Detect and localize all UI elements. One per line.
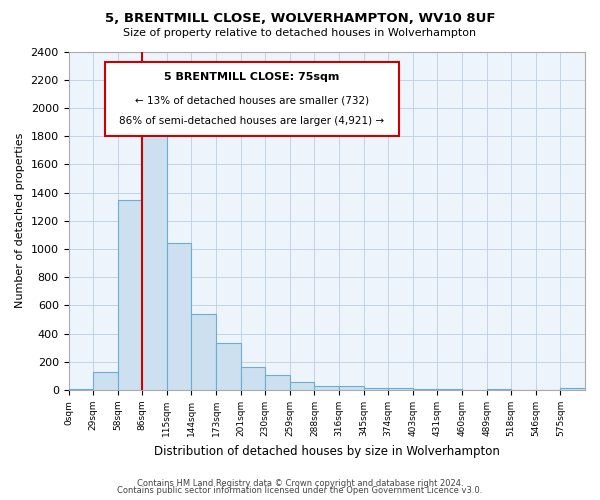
Bar: [93, 372, 118, 390]
X-axis label: Distribution of detached houses by size in Wolverhampton: Distribution of detached houses by size …: [154, 444, 500, 458]
Bar: [290, 382, 314, 390]
Bar: [118, 200, 142, 390]
Bar: [167, 244, 191, 390]
Text: 5, BRENTMILL CLOSE, WOLVERHAMPTON, WV10 8UF: 5, BRENTMILL CLOSE, WOLVERHAMPTON, WV10 …: [105, 12, 495, 26]
Bar: [265, 376, 290, 390]
Text: Contains HM Land Registry data © Crown copyright and database right 2024.: Contains HM Land Registry data © Crown c…: [137, 478, 463, 488]
Bar: [241, 367, 265, 390]
Bar: [216, 343, 241, 390]
Y-axis label: Number of detached properties: Number of detached properties: [15, 133, 25, 308]
Text: Contains public sector information licensed under the Open Government Licence v3: Contains public sector information licen…: [118, 486, 482, 495]
Bar: [388, 388, 413, 390]
Bar: [68, 388, 93, 390]
Bar: [339, 386, 364, 390]
Text: 86% of semi-detached houses are larger (4,921) →: 86% of semi-detached houses are larger (…: [119, 116, 385, 126]
Bar: [142, 124, 167, 390]
Bar: [364, 388, 388, 390]
Text: 5 BRENTMILL CLOSE: 75sqm: 5 BRENTMILL CLOSE: 75sqm: [164, 72, 340, 82]
Bar: [191, 314, 216, 390]
Text: ← 13% of detached houses are smaller (732): ← 13% of detached houses are smaller (73…: [135, 96, 369, 106]
Bar: [314, 386, 339, 390]
Bar: [413, 388, 437, 390]
Text: Size of property relative to detached houses in Wolverhampton: Size of property relative to detached ho…: [124, 28, 476, 38]
FancyBboxPatch shape: [104, 62, 399, 136]
Bar: [487, 388, 511, 390]
Bar: [560, 388, 585, 390]
